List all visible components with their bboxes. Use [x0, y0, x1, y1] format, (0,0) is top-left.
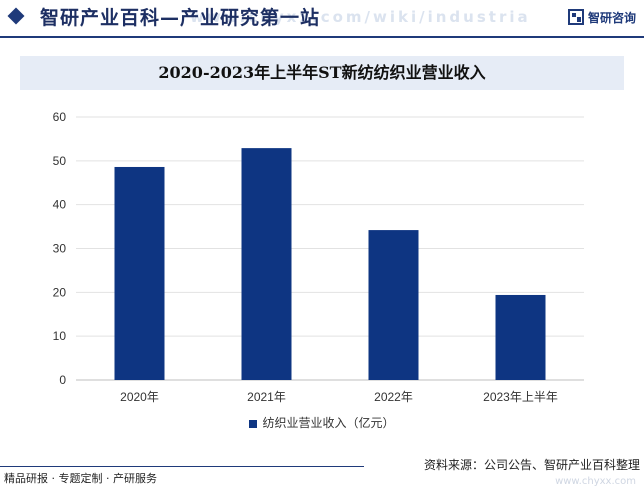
logo-text: 智研咨询: [587, 10, 636, 25]
y-tick-label: 30: [53, 242, 67, 256]
header-title: 智研产业百科—产业研究第一站: [40, 7, 321, 29]
y-tick-label: 20: [53, 285, 67, 299]
chart-title: 2020-2023年上半年ST新纺纺织业营业收入: [158, 63, 486, 82]
x-tick-label: 2022年: [374, 390, 413, 404]
x-tick-label: 2020年: [120, 390, 159, 404]
y-tick-label: 40: [53, 198, 67, 212]
bar: [368, 230, 419, 380]
header-divider: [0, 36, 644, 38]
footer-divider: [0, 466, 364, 467]
legend-label: 纺织业营业收入（亿元）: [262, 416, 395, 430]
brand-logo[interactable]: 智研咨询: [567, 8, 636, 26]
bar: [241, 148, 292, 380]
bar: [495, 294, 546, 380]
diamond-icon: [7, 7, 25, 25]
chart-legend: 纺织业营业收入（亿元）: [0, 414, 644, 431]
bar: [114, 166, 165, 380]
top-header: www.chyxx.com/wiki/industria 智研产业百科—产业研究…: [0, 0, 644, 36]
zhiyan-logo-icon: [567, 9, 584, 25]
legend-swatch: [249, 419, 258, 428]
y-tick-label: 50: [53, 154, 67, 168]
y-tick-label: 60: [53, 110, 67, 124]
header-watermark: www.chyxx.com/wiki/industria: [190, 8, 531, 26]
x-tick-label: 2023年上半年: [483, 390, 558, 404]
chart-title-band: 2020-2023年上半年ST新纺纺织业营业收入: [20, 56, 624, 90]
y-tick-label: 0: [59, 373, 66, 387]
y-tick-label: 10: [53, 329, 67, 343]
footer-services: 精品研报 · 专题定制 · 产研服务: [4, 472, 157, 485]
data-source: 资料来源：公司公告、智研产业百科整理: [423, 458, 640, 472]
x-tick-label: 2021年: [247, 390, 286, 404]
footer-watermark: www.chyxx.com: [555, 476, 636, 487]
bar-chart: 0 10 20 30 40 50 60 2020年 2021年 2022年 2023年上半年: [53, 110, 584, 404]
